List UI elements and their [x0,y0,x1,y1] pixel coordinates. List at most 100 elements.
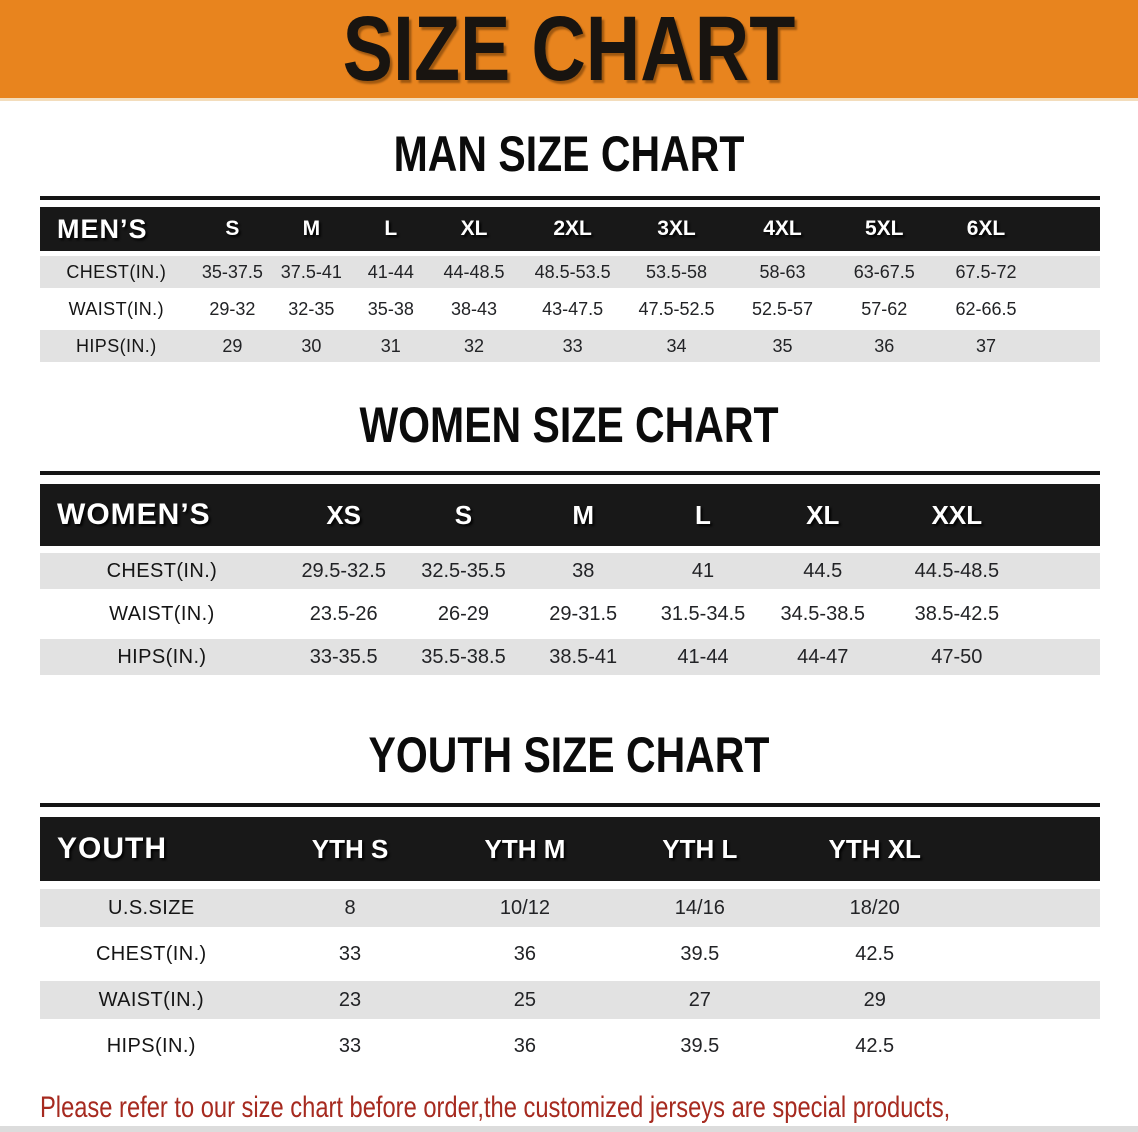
spacer-cell [962,889,1100,927]
women-size-col-s: S [403,484,524,546]
women-header-row: WOMEN’S XS S M L XL XXL [40,484,1100,546]
cell: 29.5-32.5 [283,553,404,589]
men-size-col-xl: XL [431,207,517,251]
spacer-cell [962,817,1100,881]
cell: 32-35 [272,293,351,325]
row-label: U.S.SIZE [40,889,263,927]
men-section: MAN SIZE CHART MEN’S S M L XL [0,101,1138,367]
bottom-edge-strip [0,1126,1138,1132]
cell: 35-37.5 [192,256,273,288]
cell: 42.5 [787,935,963,973]
cell: 29 [787,981,963,1019]
men-size-col-l: L [350,207,432,251]
cell: 38.5-41 [523,639,644,675]
spacer-cell [962,981,1100,1019]
cell: 10/12 [437,889,613,927]
women-size-table: WOMEN’S XS S M L XL XXL CHEST(IN.) 29.5-… [40,477,1100,682]
row-label: HIPS(IN.) [40,639,284,675]
cell: 44.5 [762,553,883,589]
cell: 44-47 [762,639,883,675]
men-waist-row: WAIST(IN.) 29-32 32-35 35-38 38-43 43-47… [40,293,1100,325]
men-size-col-6xl: 6XL [928,207,1044,251]
row-label: CHEST(IN.) [40,935,263,973]
cell: 18/20 [787,889,963,927]
women-size-col-xl: XL [762,484,883,546]
spacer-cell [1031,639,1100,675]
cell: 31 [350,330,432,362]
men-size-col-3xl: 3XL [628,207,725,251]
footer-notice: Please refer to our size chart before or… [40,1085,950,1132]
cell: 41 [643,553,763,589]
cell: 37 [928,330,1044,362]
banner: SIZE CHART [0,0,1138,101]
women-size-col-l: L [643,484,763,546]
cell: 39.5 [612,1027,788,1065]
cell: 36 [437,1027,613,1065]
cell: 23 [262,981,438,1019]
youth-table-wrap: YOUTH YTH S YTH M YTH L YTH XL U.S.SIZE … [40,803,1100,1073]
spacer-cell [1043,256,1100,288]
cell: 25 [437,981,613,1019]
cell: 36 [840,330,929,362]
row-label: HIPS(IN.) [40,330,193,362]
youth-size-col-l: YTH L [612,817,788,881]
row-label: WAIST(IN.) [40,596,284,632]
cell: 33 [262,1027,438,1065]
youth-size-table: YOUTH YTH S YTH M YTH L YTH XL U.S.SIZE … [40,809,1100,1073]
youth-section: YOUTH SIZE CHART YOUTH YTH S YTH M YTH L… [0,682,1138,1073]
page-title: SIZE CHART [342,0,796,100]
cell: 32.5-35.5 [403,553,524,589]
youth-hips-row: HIPS(IN.) 33 36 39.5 42.5 [40,1027,1100,1065]
cell: 23.5-26 [283,596,404,632]
cell: 39.5 [612,935,788,973]
cell: 35.5-38.5 [403,639,524,675]
cell: 32 [431,330,517,362]
women-section-heading: WOMEN SIZE CHART [359,397,779,453]
women-waist-row: WAIST(IN.) 23.5-26 26-29 29-31.5 31.5-34… [40,596,1100,632]
youth-table-title: YOUTH [40,817,263,881]
spacer-cell [1031,596,1100,632]
women-table-wrap: WOMEN’S XS S M L XL XXL CHEST(IN.) 29.5-… [40,471,1100,682]
cell: 33 [262,935,438,973]
cell: 30 [272,330,351,362]
youth-section-heading: YOUTH SIZE CHART [368,727,770,783]
youth-waist-row: WAIST(IN.) 23 25 27 29 [40,981,1100,1019]
men-size-col-2xl: 2XL [516,207,629,251]
row-label: WAIST(IN.) [40,293,193,325]
cell: 36 [437,935,613,973]
cell: 57-62 [840,293,929,325]
cell: 31.5-34.5 [643,596,763,632]
cell: 29 [192,330,273,362]
men-size-col-4xl: 4XL [724,207,841,251]
men-table-wrap: MEN’S S M L XL 2XL 3XL 4XL 5XL 6XL [40,196,1100,367]
cell: 27 [612,981,788,1019]
row-label: WAIST(IN.) [40,981,263,1019]
cell: 35-38 [350,293,432,325]
spacer-cell [1031,484,1100,546]
men-size-col-s: S [192,207,273,251]
cell: 52.5-57 [724,293,841,325]
spacer-cell [962,935,1100,973]
men-size-table: MEN’S S M L XL 2XL 3XL 4XL 5XL 6XL [40,202,1100,367]
cell: 35 [724,330,841,362]
cell: 33 [516,330,629,362]
cell: 67.5-72 [928,256,1044,288]
spacer-cell [962,1027,1100,1065]
youth-ussize-row: U.S.SIZE 8 10/12 14/16 18/20 [40,889,1100,927]
cell: 29-32 [192,293,273,325]
cell: 43-47.5 [516,293,629,325]
cell: 58-63 [724,256,841,288]
row-label: CHEST(IN.) [40,256,193,288]
cell: 8 [262,889,438,927]
women-hips-row: HIPS(IN.) 33-35.5 35.5-38.5 38.5-41 41-4… [40,639,1100,675]
women-heading-wrap: WOMEN SIZE CHART [0,367,1138,471]
women-size-col-xxl: XXL [882,484,1032,546]
youth-header-row: YOUTH YTH S YTH M YTH L YTH XL [40,817,1100,881]
men-size-col-m: M [272,207,351,251]
cell: 41-44 [643,639,763,675]
cell: 47-50 [882,639,1032,675]
men-heading-wrap: MAN SIZE CHART [0,101,1138,196]
cell: 42.5 [787,1027,963,1065]
women-chest-row: CHEST(IN.) 29.5-32.5 32.5-35.5 38 41 44.… [40,553,1100,589]
